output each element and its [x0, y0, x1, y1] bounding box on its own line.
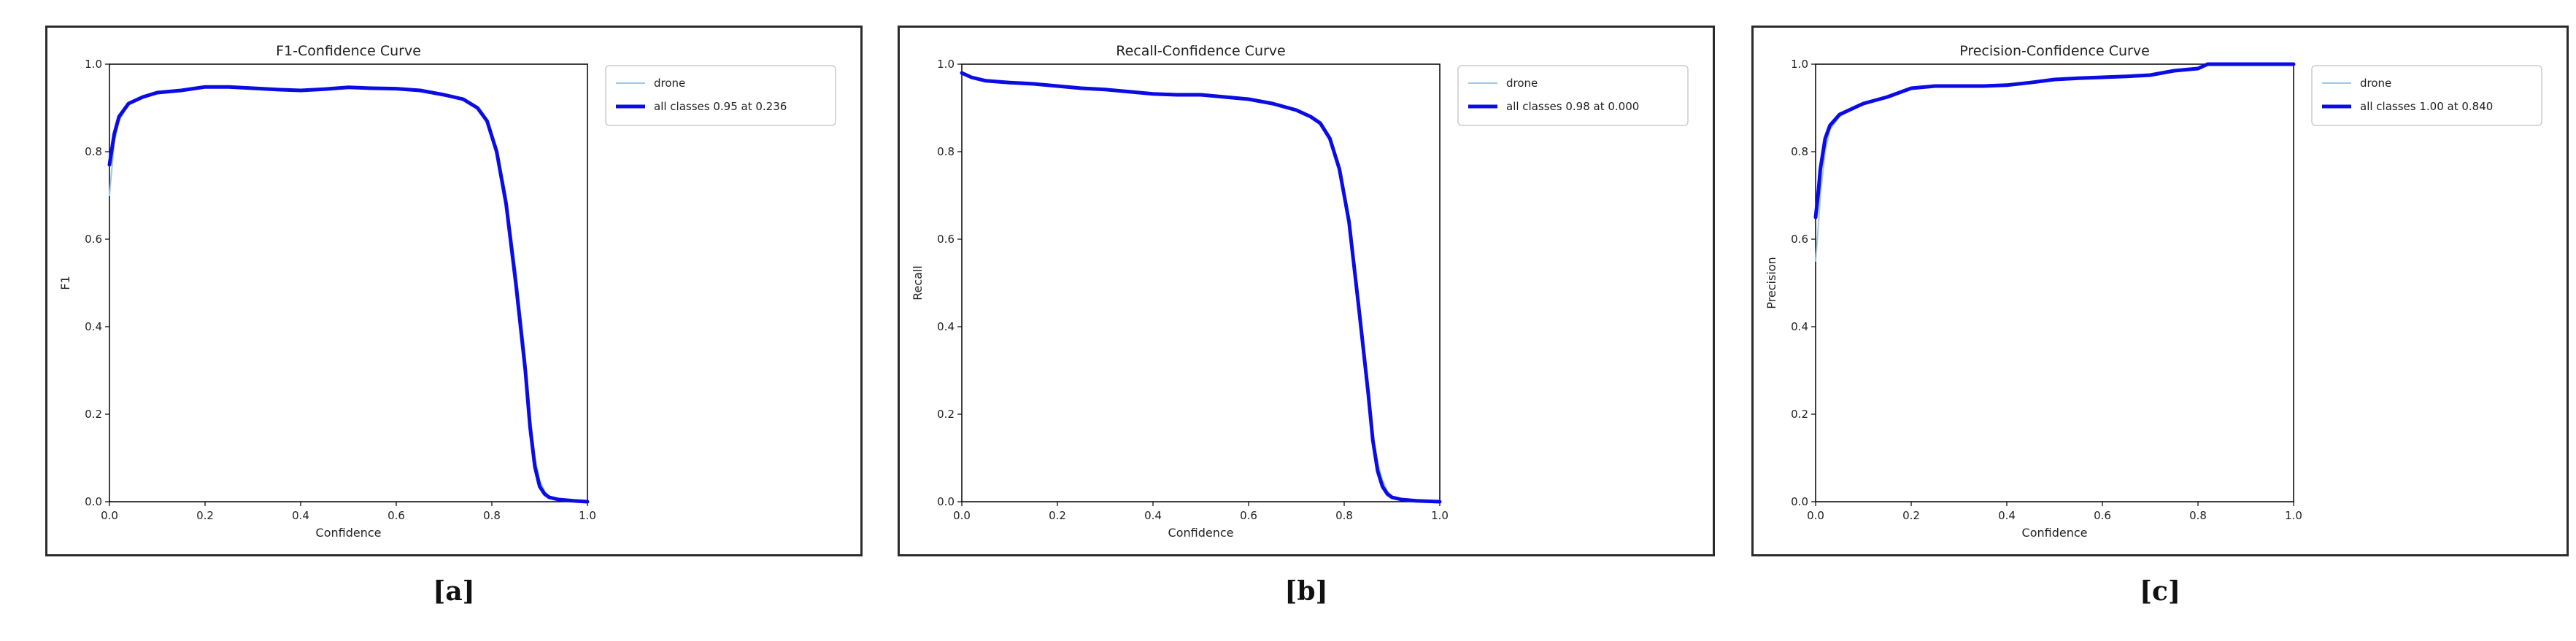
x-tick-label: 1.0	[1431, 509, 1449, 522]
panel-a: F1-Confidence Curve 0.0 0.2 0.4 0.6 0.8 1.0 0.0…	[45, 26, 863, 556]
chart-svg: F1-Confidence Curve 0.0 0.2 0.4 0.6 0.8 1.0 0.0…	[58, 43, 836, 540]
legend-entry: all classes 0.95 at 0.236	[654, 100, 787, 113]
x-axis-label: Confidence	[316, 526, 382, 540]
plot-frame	[961, 63, 1441, 502]
series-line-drone	[961, 72, 1441, 502]
y-tick-label: 0.2	[85, 408, 102, 421]
y-tick-label: 0.6	[1791, 233, 1808, 246]
legend-entry: all classes 0.98 at 0.000	[1506, 100, 1639, 113]
panel-c: Precision-Confidence Curve 0.0 0.2 0.4 0.6 0.…	[1751, 26, 2569, 556]
x-tick-label: 0.4	[1998, 509, 2016, 522]
y-tick-label: 0.4	[937, 320, 955, 333]
legend-entry: drone	[2360, 77, 2391, 90]
x-tick-label: 0.8	[1335, 509, 1353, 522]
plot-frame	[109, 63, 588, 502]
y-tick-label: 1.0	[85, 58, 102, 71]
x-tick-label: 0.8	[2189, 509, 2207, 522]
x-axis-label: Confidence	[1168, 526, 1234, 540]
legend-box	[605, 65, 836, 126]
y-tick-label: 0.4	[85, 320, 102, 333]
series-line-all-classes	[107, 85, 590, 504]
y-axis-label: Precision	[1765, 257, 1778, 308]
x-tick-label: 1.0	[579, 509, 596, 522]
y-axis-label: F1	[58, 276, 72, 290]
chart-svg: Recall-Confidence Curve 0.0 0.2 0.4 0.6 0.8 1.…	[911, 43, 1689, 540]
y-tick-label: 0.8	[937, 145, 955, 158]
y-tick-label: 0.8	[85, 145, 102, 158]
x-tick-label: 0.6	[387, 509, 405, 522]
x-tick-label: 0.2	[196, 509, 214, 522]
x-tick-label: 0.6	[1240, 509, 1257, 522]
caption-a: [a]	[433, 576, 475, 607]
y-tick-label: 0.8	[1791, 145, 1808, 158]
caption-c: [c]	[2140, 576, 2180, 607]
legend-entry: drone	[654, 77, 685, 90]
x-tick-label: 0.4	[292, 509, 309, 522]
x-tick-label: 0.2	[1902, 509, 1920, 522]
y-tick-label: 0.6	[937, 233, 955, 246]
legend-box	[1457, 65, 1689, 126]
chart-title: F1-Confidence Curve	[276, 43, 421, 59]
y-axis-label: Recall	[911, 265, 925, 300]
x-tick-label: 1.0	[2285, 509, 2302, 522]
caption-b: [b]	[1284, 576, 1328, 607]
x-tick-label: 0.8	[483, 509, 501, 522]
x-tick-label: 0.0	[101, 509, 118, 522]
x-tick-label: 0.0	[1807, 509, 1824, 522]
legend-box	[2311, 65, 2542, 126]
y-tick-label: 0.0	[85, 495, 102, 508]
y-tick-label: 0.2	[1791, 408, 1808, 421]
chart-title: Precision-Confidence Curve	[1959, 43, 2150, 59]
y-tick-label: 0.0	[1791, 495, 1808, 508]
chart-svg: Precision-Confidence Curve 0.0 0.2 0.4 0.6 0.…	[1765, 43, 2542, 540]
x-axis-label: Confidence	[2022, 526, 2088, 540]
legend-entry: all classes 1.00 at 0.840	[2360, 100, 2493, 113]
y-tick-label: 1.0	[937, 58, 955, 71]
y-tick-label: 0.4	[1791, 320, 1808, 333]
panel-b: Recall-Confidence Curve 0.0 0.2 0.4 0.6 0.8 1.…	[898, 26, 1715, 556]
x-tick-label: 0.2	[1049, 509, 1066, 522]
series-line-all-classes	[1813, 62, 2296, 220]
y-tick-label: 0.6	[85, 233, 102, 246]
x-tick-label: 0.4	[1144, 509, 1162, 522]
y-tick-label: 0.2	[937, 408, 955, 421]
legend-entry: drone	[1506, 77, 1538, 90]
chart-title: Recall-Confidence Curve	[1116, 43, 1285, 59]
plot-frame	[1815, 63, 2294, 502]
series-line-all-classes	[960, 71, 1442, 504]
x-tick-label: 0.6	[2094, 509, 2111, 522]
series-line-drone	[1815, 63, 2294, 262]
y-tick-label: 1.0	[1791, 58, 1808, 71]
y-tick-label: 0.0	[937, 495, 955, 508]
x-tick-label: 0.0	[953, 509, 971, 522]
